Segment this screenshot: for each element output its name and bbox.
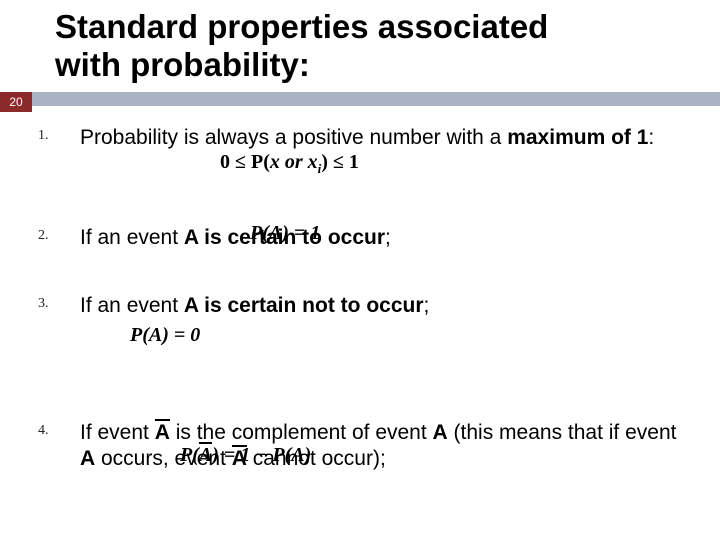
f4-paA: A <box>199 443 212 468</box>
item3-post: ; <box>424 294 430 317</box>
list-item-2: 2. If an event A is certain to occur; P(… <box>30 225 695 251</box>
f1-lhs: 0 ≤ P( <box>220 151 270 173</box>
item3-bold: A is certain not to occur <box>184 294 424 317</box>
title-block: Standard properties associated with prob… <box>55 8 690 84</box>
item1-bold: maximum of 1 <box>507 126 648 149</box>
title-underline <box>32 92 720 106</box>
item1-pre: Probability is always a positive number … <box>80 126 507 149</box>
item4-abar1: A <box>155 420 170 446</box>
item4-boldA: A <box>433 421 448 444</box>
list-marker-4: 4. <box>38 422 49 440</box>
formula-4: P(A) = 1 − P(A) <box>180 443 311 468</box>
title-line-2: with probability: <box>55 46 310 83</box>
item1-post: : <box>648 126 654 149</box>
list-item-3: 3. If an event A is certain not to occur… <box>30 293 695 319</box>
f4-eq: ) = 1 − P(A) <box>212 444 311 466</box>
item3-pre: If an event <box>80 294 184 317</box>
list-marker-1: 1. <box>38 127 49 145</box>
formula-2: P(A) = 1 <box>250 221 320 246</box>
f1-rhs: ) ≤ 1 <box>321 151 359 173</box>
item4-pre1: If event <box>80 421 155 444</box>
slide-number: 20 <box>9 95 22 109</box>
f4-pa: P( <box>180 444 199 466</box>
f3-text: P(A) = 0 <box>130 324 200 346</box>
item4-pre3: (this means that if event <box>448 421 677 444</box>
list-item-1: 1. Probability is always a positive numb… <box>30 125 695 151</box>
item2-pre: If an event <box>80 226 184 249</box>
item4-boldA2: A <box>80 447 95 470</box>
slide-number-badge: 20 <box>0 92 32 112</box>
f2-text: P(A) = 1 <box>250 222 320 244</box>
item4-pre2: is the complement of event <box>170 421 433 444</box>
list-marker-3: 3. <box>38 295 49 313</box>
item2-post: ; <box>385 226 391 249</box>
formula-3: P(A) = 0 <box>130 323 200 348</box>
slide-title: Standard properties associated with prob… <box>55 8 690 84</box>
slide: Standard properties associated with prob… <box>0 0 720 540</box>
formula-1: 0 ≤ P(x or xi) ≤ 1 <box>220 150 359 177</box>
list-marker-2: 2. <box>38 227 49 245</box>
title-line-1: Standard properties associated <box>55 8 548 45</box>
f1-var: x or x <box>270 151 318 173</box>
list-item-4: 4. If event A is the complement of event… <box>30 420 695 473</box>
